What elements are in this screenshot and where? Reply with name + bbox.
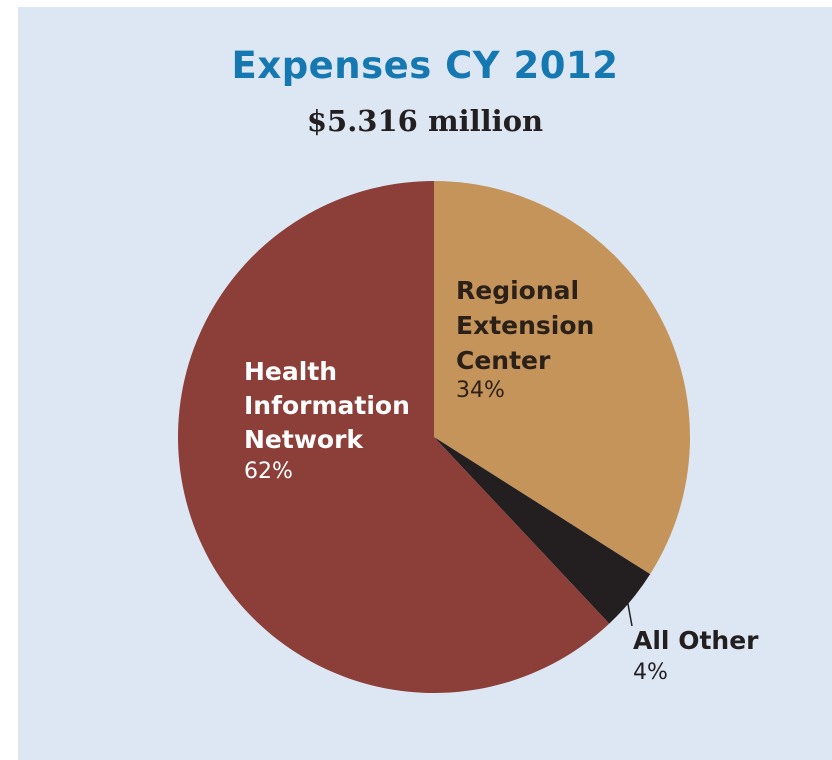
leader-line-all-other xyxy=(625,596,633,627)
pie-labels: Regional Extension Center 34% All Other 4% Hea… xyxy=(244,276,759,685)
pie-slice-all-other xyxy=(434,437,651,624)
pie-slice-regional-extension-center xyxy=(434,181,691,575)
slice-label-health-information-network-line-1: Health xyxy=(244,357,337,386)
slice-percent-all-other: 4% xyxy=(633,660,668,685)
slice-label-health-information-network-line-3: Network xyxy=(244,425,364,454)
pie-slice-health-information-network xyxy=(178,181,610,694)
slice-percent-regional-extension-center: 34% xyxy=(456,378,505,403)
slice-label-regional-extension-center-line-3: Center xyxy=(456,346,551,375)
slice-label-regional-extension-center-line-1: Regional xyxy=(456,276,579,305)
slice-percent-health-information-network: 62% xyxy=(244,459,293,484)
chart-title: Expenses CY 2012 xyxy=(231,44,619,87)
slice-label-all-other-line-1: All Other xyxy=(633,626,759,655)
pie-slices xyxy=(178,181,691,694)
slice-label-regional-extension-center-line-2: Extension xyxy=(456,311,594,340)
chart-subtitle: $5.316 million xyxy=(306,104,544,138)
slice-label-health-information-network-line-2: Information xyxy=(244,391,410,420)
